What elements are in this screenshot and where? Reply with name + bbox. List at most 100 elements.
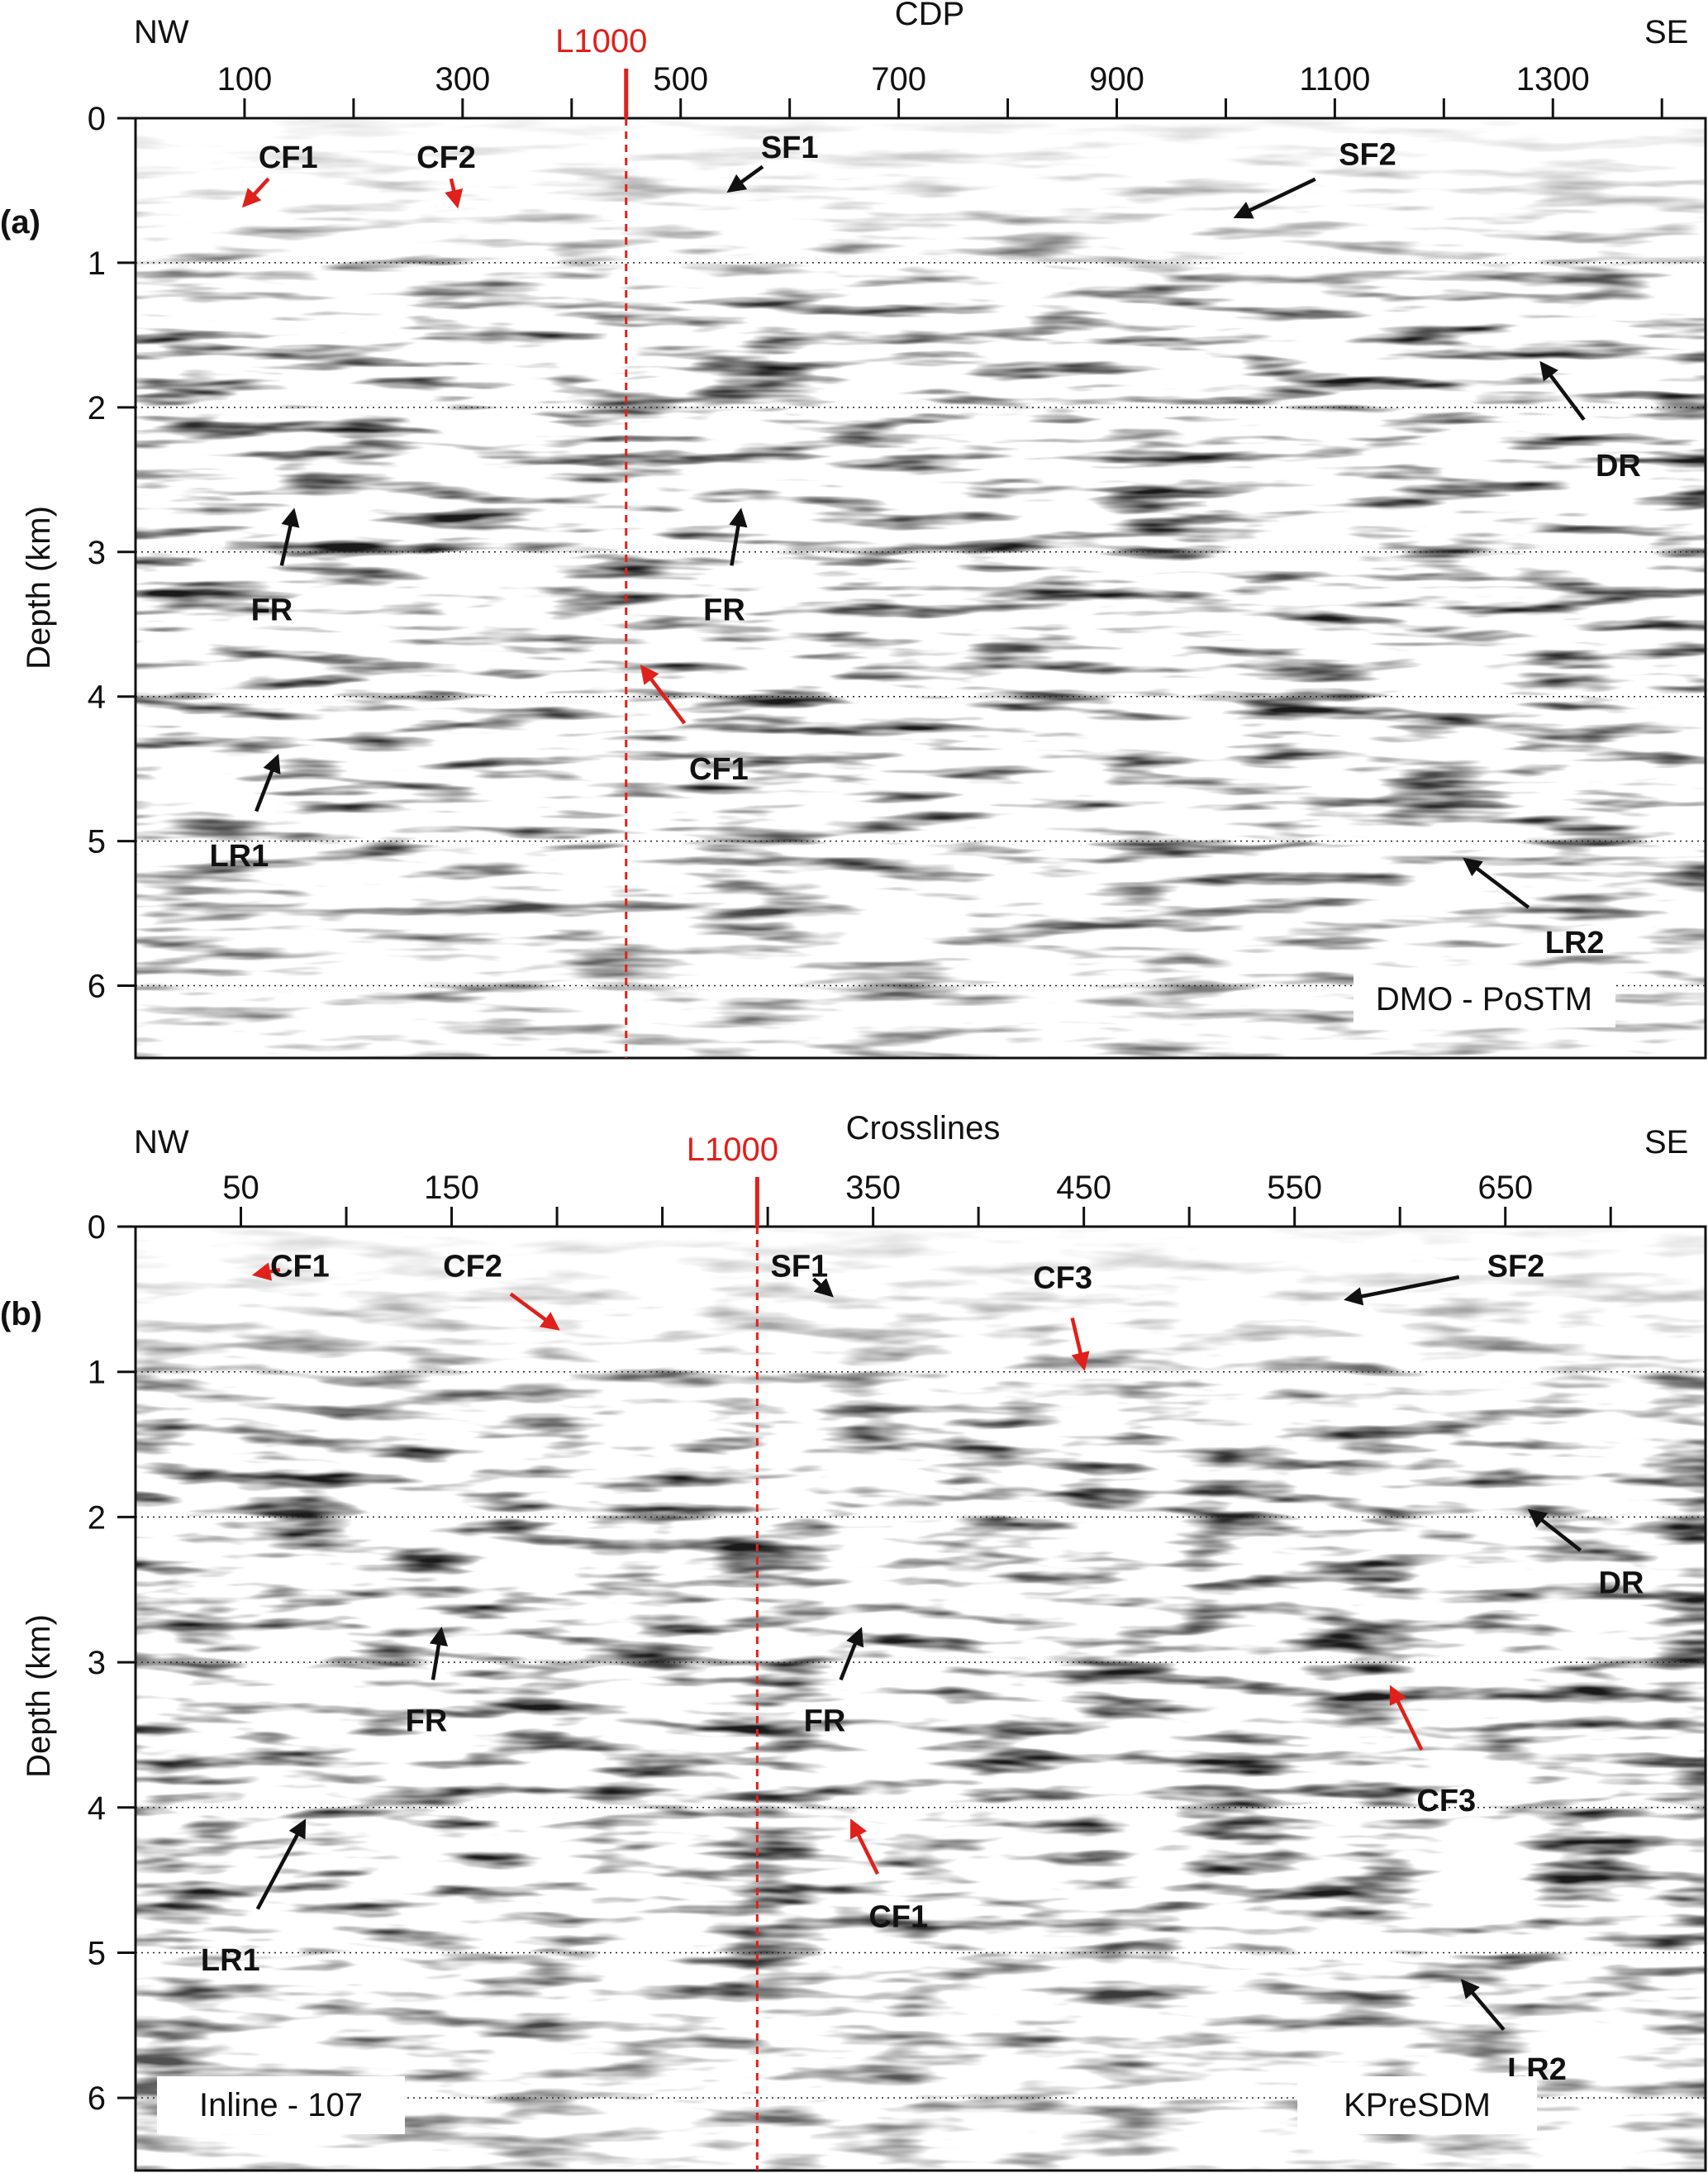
x-tick-label: 50 [222,1170,259,1206]
y-tick-label: 0 [88,1209,106,1246]
annotation-arrow [1070,1317,1090,1371]
annotation-arrow [445,178,464,209]
se-label-a: SE [1644,14,1688,50]
annotation-label: SF2 [1339,138,1396,173]
annotation-arrow [279,508,300,566]
annotation-label: DR [1599,1565,1644,1600]
annotation-arrow [1463,857,1530,909]
seismic-section-b [136,1227,1706,2171]
annotation-label: CF3 [1416,1784,1476,1818]
annotation-arrow [429,1626,448,1680]
annotation-label: CF2 [416,141,476,175]
plot-frame-b [134,1225,1707,2172]
y-axis-a: 0 1 2 3 4 5 6 [88,101,136,1005]
svg-text:KPreSDM: KPreSDM [1344,2087,1491,2123]
annotation-label: CF1 [259,141,318,175]
x-title-a: CDP [895,0,964,32]
annotation-arrow [1460,1979,1506,2032]
y-tick-label: 4 [88,679,106,716]
panel-b: 50 150 350 450 550 650 0 1 2 3 4 5 6 L1000 CF1 CF2 SF… [0,1110,1707,2172]
annotation-arrow [255,753,281,812]
panel-label-b: (b) [0,1296,42,1332]
method-box-b: KPreSDM [1297,2076,1537,2134]
y-tick-label: 6 [88,2080,106,2117]
annotation-label: LR1 [209,839,269,874]
intersection-label: L1000 [687,1132,778,1168]
annotation-arrow [729,508,748,566]
x-tick-label: 700 [871,61,926,98]
inline-box-b: Inline - 107 [157,2076,405,2134]
y-title-a: Depth (km) [21,506,57,670]
x-tick-label: 900 [1089,61,1144,98]
y-tick-label: 2 [88,390,106,426]
line-marker-b: L1000 [687,1132,778,2171]
y-axis-b: 0 1 2 3 4 5 6 [88,1209,136,2117]
intersection-label: L1000 [555,23,647,60]
annotation-arrow [849,1818,879,1875]
line-marker-a: L1000 [555,23,647,1058]
annotation-arrow [1527,1508,1582,1552]
y-tick-label: 6 [88,969,106,1005]
y-tick-label: 0 [88,101,106,137]
x-tick-label: 350 [845,1170,901,1206]
annotation-arrow [1344,1275,1460,1306]
y-tick-label: 5 [88,824,106,860]
method-box-a: DMO - PoSTM [1354,970,1615,1027]
x-tick-label: 500 [653,61,708,98]
x-title-b: Crosslines [846,1110,1001,1146]
annotation-label: CF1 [868,1900,928,1935]
annotation-arrow [726,164,764,193]
annotation-label: LR2 [1545,926,1605,960]
x-tick-label: 1100 [1299,61,1370,98]
y-tick-label: 4 [88,1790,106,1827]
annotation-arrow [1539,360,1586,422]
x-axis-a: 100 300 500 700 900 1100 1300 [217,61,1663,118]
y-tick-label: 1 [88,245,106,282]
annotation-label: CF1 [689,752,749,787]
annotation-arrow [1233,177,1316,219]
x-tick-label: 300 [435,61,490,98]
x-tick-label: 1300 [1516,61,1590,98]
annotation-label: SF1 [771,1249,829,1284]
x-tick-label: 450 [1056,1170,1111,1206]
annotation-arrow [1389,1685,1424,1751]
annotation-arrow [241,177,270,208]
annotation-label: DR [1596,449,1641,484]
annotation-arrow [255,1818,307,1910]
x-tick-label: 100 [217,61,273,98]
y-tick-label: 3 [88,1645,106,1681]
plot-frame-a [134,117,1707,1060]
y-tick-label: 5 [88,1935,106,1971]
annotation-label: CF2 [443,1249,502,1284]
nw-label-a: NW [134,14,189,50]
svg-text:DMO - PoSTM: DMO - PoSTM [1376,981,1592,1017]
annotation-label: CF1 [270,1249,330,1284]
annotation-arrow [839,1627,864,1681]
annotation-arrow [640,665,687,725]
y-tick-label: 3 [88,535,106,571]
panel-a: 100 300 500 700 900 1100 1300 0 1 2 3 4 5 6 L1000 CF… [0,0,1707,1060]
x-axis-b: 50 150 350 450 550 650 [222,1170,1612,1227]
se-label-b: SE [1644,1124,1688,1160]
annotation-label: CF3 [1033,1260,1092,1295]
x-tick-label: 550 [1267,1170,1322,1206]
annotation-label: LR1 [201,1943,260,1978]
annotation-label: FR [804,1704,846,1738]
x-tick-label: 150 [424,1170,479,1206]
x-tick-label: 650 [1477,1170,1533,1206]
seismic-section-a [136,118,1706,1058]
annotation-label: SF2 [1487,1249,1545,1284]
svg-text:Inline - 107: Inline - 107 [199,2087,363,2123]
nw-label-b: NW [134,1124,189,1160]
panel-label-a: (a) [0,204,40,241]
annotation-arrow [251,1262,281,1281]
annotation-label: FR [251,593,293,628]
annotation-label: SF1 [761,131,819,165]
annotation-label: FR [406,1704,448,1738]
annotations-a: CF1 CF2 SF1 SF2 DR FR FR CF1 LR1 LR2 [209,131,1640,960]
y-tick-label: 2 [88,1499,106,1536]
y-tick-label: 1 [88,1355,106,1391]
y-title-b: Depth (km) [21,1614,57,1778]
